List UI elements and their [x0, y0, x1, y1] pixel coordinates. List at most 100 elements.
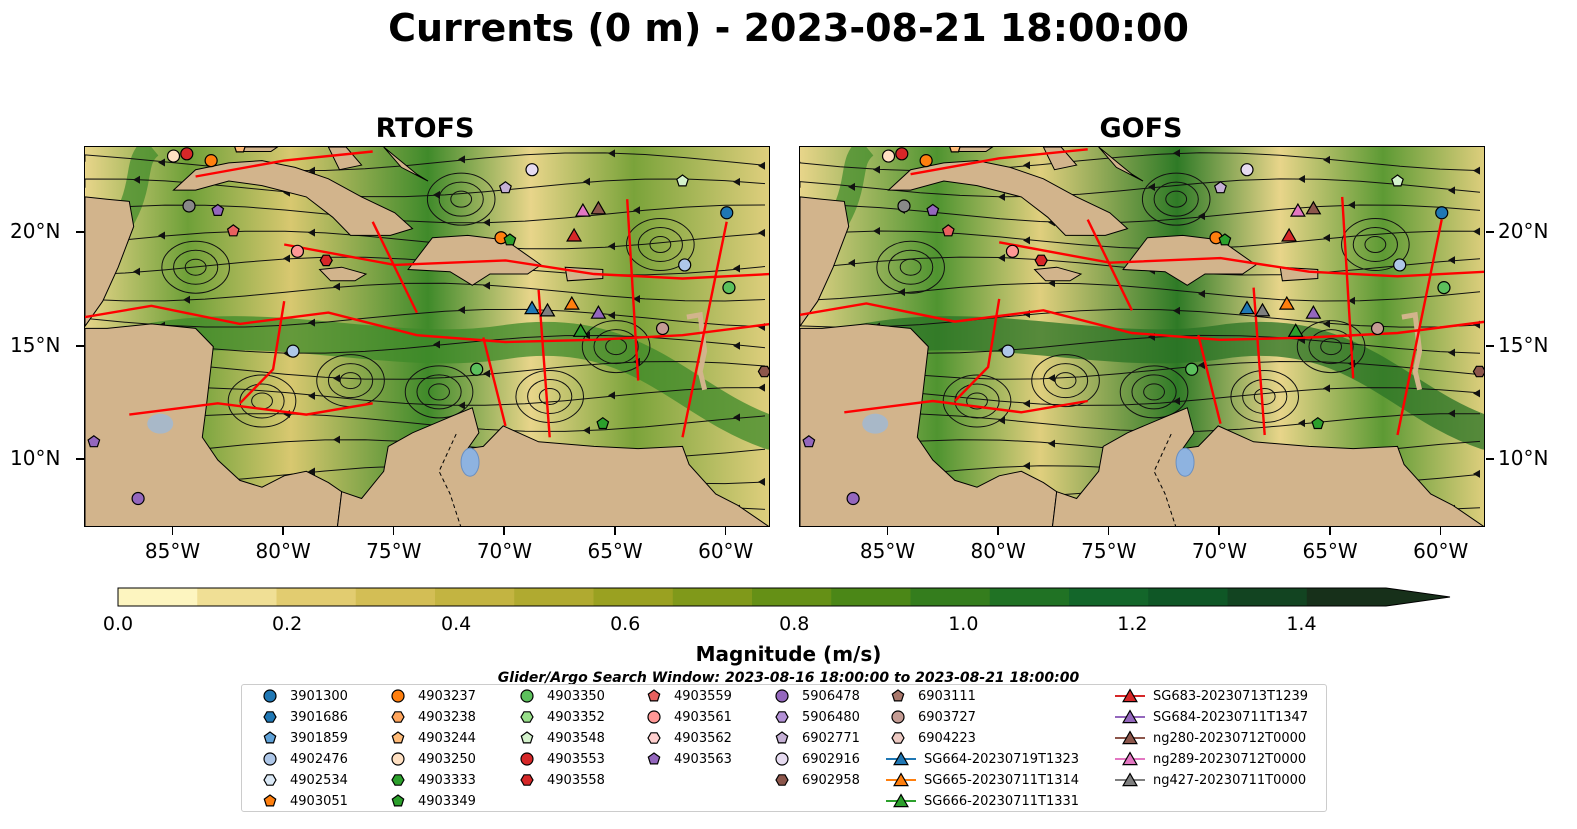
- obs-marker-SG665-20230711T1314: [563, 295, 580, 310]
- legend-hexagon-icon: [391, 774, 405, 786]
- colorbar-tick-label: 0.6: [610, 613, 641, 635]
- legend-item: 4903561: [640, 707, 732, 727]
- lat-tick-mark: [76, 231, 84, 234]
- map-panel-gofs[interactable]: [799, 146, 1485, 527]
- legend-hexagon-icon: [647, 732, 661, 744]
- legend-item: 6902771: [768, 728, 860, 748]
- legend-label: 6902771: [802, 730, 860, 746]
- obs-marker-4903237: [919, 154, 933, 168]
- legend-item: 4903350: [513, 686, 605, 706]
- eez-boundaries: [85, 150, 769, 438]
- lon-tick-label: 80°W: [970, 539, 1026, 563]
- lon-tick-label: 70°W: [1191, 539, 1248, 563]
- legend-marker: [391, 752, 405, 766]
- lat-tick-mark: [1486, 344, 1494, 347]
- obs-marker-4903250: [166, 149, 181, 163]
- lon-tick-label: 60°W: [1413, 539, 1469, 563]
- land-yucatan: [800, 196, 850, 328]
- legend-item: 6903111: [884, 686, 976, 706]
- lon-tick-mark: [886, 527, 889, 535]
- colorbar-segment: [514, 588, 594, 606]
- legend-marker: [891, 732, 905, 744]
- legend-item: 4903559: [640, 686, 732, 706]
- obs-marker-ng280-20230712T0000: [1305, 200, 1322, 215]
- legend-marker: [520, 689, 534, 703]
- legend-item: 6902916: [768, 749, 860, 769]
- legend-circle-icon: [263, 752, 277, 766]
- colorbar-segment: [1227, 588, 1308, 606]
- legend-label: 3901859: [290, 730, 348, 746]
- lake-nicaragua: [862, 413, 889, 434]
- legend-item: 3901859: [256, 728, 348, 748]
- colorbar-tick-label: 0.2: [271, 613, 303, 635]
- colorbar-segment: [197, 588, 277, 606]
- legend-label: ng289-20230712T0000: [1153, 751, 1307, 767]
- legend-marker: [391, 711, 405, 723]
- obs-marker-SG683-20230713T1239: [566, 227, 583, 242]
- legend-pentagon-icon: [775, 731, 789, 744]
- lon-tick-mark: [282, 527, 284, 535]
- obs-marker-ng427-20230711T0000: [539, 302, 556, 317]
- lat-tick-mark: [76, 344, 84, 347]
- lon-tick-label: 60°W: [698, 539, 754, 563]
- obs-marker-SG664-20230719T1323: [524, 300, 540, 315]
- legend-item: 4903548: [513, 728, 605, 748]
- legend-circle-icon: [263, 689, 277, 703]
- obs-marker-4902476: [1001, 344, 1015, 358]
- land-bahamas-b: [383, 147, 429, 182]
- lat-tick-mark: [76, 457, 84, 460]
- legend-marker: [893, 793, 909, 808]
- obs-marker-4903349: [1311, 416, 1325, 430]
- obs-marker-4903350: [1437, 281, 1451, 295]
- obs-marker-SG666-20230711T1331: [572, 323, 589, 337]
- obs-marker-6903727: [655, 321, 670, 336]
- lon-tick-mark: [1329, 527, 1331, 535]
- colorbar-segment: [1306, 588, 1387, 606]
- obs-marker-4903558: [319, 254, 333, 267]
- land-bahamas-a: [327, 147, 363, 171]
- obs-marker-SG683-20230713T1239: [1281, 227, 1298, 242]
- figure-title: Currents (0 m) - 2023-08-21 18:00:00: [388, 6, 1189, 50]
- land-jamaica: [318, 266, 368, 282]
- lon-tick-mark: [614, 527, 616, 535]
- legend-marker: [775, 731, 789, 744]
- legend-marker: [520, 711, 534, 723]
- legend-label: 4903237: [418, 688, 476, 704]
- legend-hexagon-icon: [520, 711, 534, 723]
- obs-marker-6902916: [1240, 163, 1254, 177]
- legend-circle-icon: [391, 689, 405, 703]
- colorbar-tick-label: 0.4: [441, 613, 472, 635]
- land-cuba: [887, 160, 1129, 236]
- legend-marker: [1122, 709, 1138, 724]
- obs-marker-6902958: [1472, 365, 1484, 378]
- legend-item: SG664-20230719T1323: [884, 749, 1079, 769]
- legend-triangle-icon: [1115, 688, 1145, 703]
- map-canvas-gofs: [800, 147, 1484, 526]
- legend-item: 4903250: [384, 749, 476, 769]
- legend-label: 4903562: [674, 730, 732, 746]
- legend-label: 6903111: [918, 688, 976, 704]
- obs-marker-6902958: [757, 365, 769, 378]
- land-masses: [85, 147, 769, 526]
- obs-marker-4903237: [204, 154, 218, 168]
- legend-item: 4903237: [384, 686, 476, 706]
- legend-marker: [647, 689, 661, 702]
- obs-marker-6903727: [1370, 321, 1385, 336]
- obs-marker-5906478: [846, 491, 860, 506]
- obs-marker-ng289-20230712T0000: [574, 202, 591, 217]
- legend-item: 4903238: [384, 707, 476, 727]
- obs-marker-4903553: [180, 147, 194, 161]
- legend-item: ng427-20230711T0000: [1113, 770, 1306, 790]
- legend-pentagon-icon: [647, 689, 661, 702]
- legend-triangle-icon: [886, 772, 916, 787]
- legend-pentagon-icon: [263, 731, 277, 744]
- obs-marker-ng289-20230712T0000: [1289, 202, 1306, 217]
- legend-label: 4902476: [290, 751, 348, 767]
- map-panel-rtofs[interactable]: [84, 146, 770, 527]
- legend-item: 6902958: [768, 770, 860, 790]
- legend-marker: [263, 794, 277, 807]
- lon-tick-mark: [171, 527, 174, 535]
- land-lesser-antilles: [686, 311, 708, 391]
- legend-triangle-icon: [1115, 730, 1145, 745]
- obs-marker-SG665-20230711T1314: [1278, 295, 1295, 310]
